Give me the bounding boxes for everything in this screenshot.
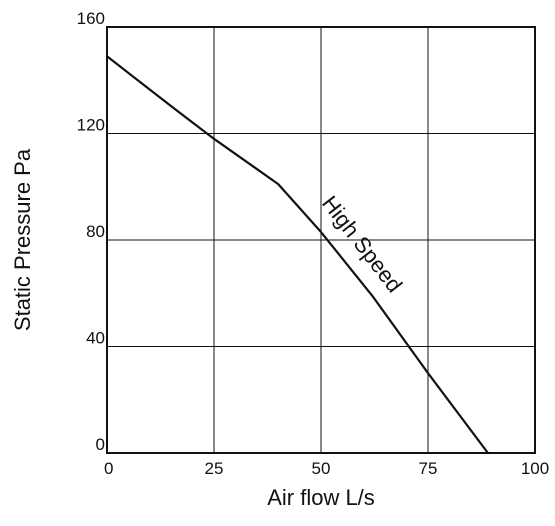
y-tick-label: 80 [86, 222, 105, 241]
y-axis: 0 40 80 120 160 [77, 9, 105, 454]
series-layer: High Speed [105, 55, 490, 455]
x-tick-label: 100 [521, 459, 549, 478]
y-tick-label: 0 [96, 435, 105, 454]
y-axis-title: Static Pressure Pa [10, 148, 35, 331]
x-tick-label: 50 [312, 459, 331, 478]
series-line-high-speed [105, 55, 490, 455]
x-tick-label: 25 [205, 459, 224, 478]
x-axis-title: Air flow L/s [267, 485, 375, 510]
y-tick-label: 40 [86, 329, 105, 348]
x-tick-label: 75 [419, 459, 438, 478]
x-tick-label: 0 [104, 459, 113, 478]
grid [107, 27, 535, 453]
y-tick-label: 160 [77, 9, 105, 28]
y-tick-label: 120 [77, 116, 105, 135]
plot-frame [106, 26, 536, 454]
x-axis: 0 25 50 75 100 [104, 459, 549, 478]
